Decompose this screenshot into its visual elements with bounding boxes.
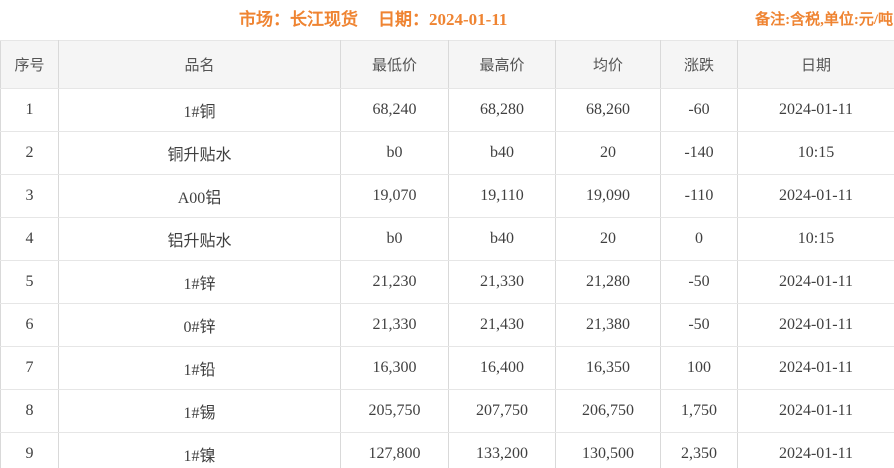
price-table: 序号 品名 最低价 最高价 均价 涨跌 日期 1 1#铜 68,240 68,2…: [0, 40, 894, 468]
cell-low-price: 127,800: [340, 432, 449, 468]
cell-change: -60: [660, 88, 738, 132]
cell-change: 1,750: [660, 389, 738, 433]
cell-date: 2024-01-11: [737, 303, 894, 347]
col-header-avg: 均价: [555, 40, 661, 89]
cell-seq: 5: [0, 260, 59, 304]
cell-low-price: b0: [340, 131, 449, 175]
cell-product-name: 1#铅: [58, 346, 341, 390]
cell-change: 2,350: [660, 432, 738, 468]
cell-low-price: 19,070: [340, 174, 449, 218]
col-header-low: 最低价: [340, 40, 449, 89]
cell-date: 10:15: [737, 131, 894, 175]
cell-high-price: 21,430: [448, 303, 556, 347]
cell-product-name: 1#锌: [58, 260, 341, 304]
table-row: 5 1#锌 21,230 21,330 21,280 -50 2024-01-1…: [0, 260, 894, 304]
cell-change: -140: [660, 131, 738, 175]
cell-avg-price: 68,260: [555, 88, 661, 132]
header-note: 备注:含税,单位:元/吨: [755, 12, 893, 28]
col-header-date: 日期: [737, 40, 894, 89]
cell-low-price: 21,230: [340, 260, 449, 304]
cell-seq: 9: [0, 432, 59, 468]
cell-change: 100: [660, 346, 738, 390]
cell-high-price: 207,750: [448, 389, 556, 433]
table-row: 7 1#铅 16,300 16,400 16,350 100 2024-01-1…: [0, 346, 894, 390]
cell-product-name: A00铝: [58, 174, 341, 218]
col-header-high: 最高价: [448, 40, 556, 89]
cell-product-name: 铜升贴水: [58, 131, 341, 175]
page-header: 市场：长江现货 日期：2024-01-11 备注:含税,单位:元/吨: [0, 0, 894, 40]
page-title: 市场：长江现货 日期：2024-01-11: [239, 0, 507, 40]
cell-date: 2024-01-11: [737, 389, 894, 433]
date-label: 日期：2024-01-11: [378, 10, 508, 29]
cell-high-price: 68,280: [448, 88, 556, 132]
table-row: 6 0#锌 21,330 21,430 21,380 -50 2024-01-1…: [0, 303, 894, 347]
cell-low-price: 21,330: [340, 303, 449, 347]
col-header-name: 品名: [58, 40, 341, 89]
cell-date: 2024-01-11: [737, 260, 894, 304]
cell-date: 10:15: [737, 217, 894, 261]
cell-product-name: 铝升贴水: [58, 217, 341, 261]
cell-seq: 6: [0, 303, 59, 347]
cell-high-price: 16,400: [448, 346, 556, 390]
cell-high-price: 19,110: [448, 174, 556, 218]
cell-seq: 1: [0, 88, 59, 132]
cell-avg-price: 20: [555, 217, 661, 261]
cell-change: 0: [660, 217, 738, 261]
table-row: 1 1#铜 68,240 68,280 68,260 -60 2024-01-1…: [0, 88, 894, 132]
cell-low-price: 68,240: [340, 88, 449, 132]
cell-product-name: 0#锌: [58, 303, 341, 347]
cell-product-name: 1#镍: [58, 432, 341, 468]
cell-change: -50: [660, 260, 738, 304]
cell-high-price: 21,330: [448, 260, 556, 304]
market-label: 市场：长江现货: [239, 10, 358, 29]
cell-date: 2024-01-11: [737, 88, 894, 132]
cell-avg-price: 19,090: [555, 174, 661, 218]
table-row: 4 铝升贴水 b0 b40 20 0 10:15: [0, 217, 894, 261]
cell-change: -50: [660, 303, 738, 347]
cell-high-price: b40: [448, 131, 556, 175]
col-header-seq: 序号: [0, 40, 59, 89]
cell-high-price: b40: [448, 217, 556, 261]
price-table-body: 1 1#铜 68,240 68,280 68,260 -60 2024-01-1…: [0, 88, 894, 468]
cell-avg-price: 16,350: [555, 346, 661, 390]
cell-seq: 8: [0, 389, 59, 433]
table-row: 2 铜升贴水 b0 b40 20 -140 10:15: [0, 131, 894, 175]
cell-high-price: 133,200: [448, 432, 556, 468]
cell-date: 2024-01-11: [737, 346, 894, 390]
cell-product-name: 1#锡: [58, 389, 341, 433]
table-row: 8 1#锡 205,750 207,750 206,750 1,750 2024…: [0, 389, 894, 433]
cell-low-price: 205,750: [340, 389, 449, 433]
cell-low-price: 16,300: [340, 346, 449, 390]
cell-avg-price: 21,280: [555, 260, 661, 304]
cell-seq: 4: [0, 217, 59, 261]
table-row: 9 1#镍 127,800 133,200 130,500 2,350 2024…: [0, 432, 894, 468]
cell-seq: 3: [0, 174, 59, 218]
cell-avg-price: 20: [555, 131, 661, 175]
table-header-row: 序号 品名 最低价 最高价 均价 涨跌 日期: [0, 40, 894, 89]
cell-date: 2024-01-11: [737, 174, 894, 218]
cell-change: -110: [660, 174, 738, 218]
cell-product-name: 1#铜: [58, 88, 341, 132]
cell-avg-price: 206,750: [555, 389, 661, 433]
cell-avg-price: 130,500: [555, 432, 661, 468]
cell-avg-price: 21,380: [555, 303, 661, 347]
cell-date: 2024-01-11: [737, 432, 894, 468]
cell-seq: 7: [0, 346, 59, 390]
cell-low-price: b0: [340, 217, 449, 261]
cell-seq: 2: [0, 131, 59, 175]
table-row: 3 A00铝 19,070 19,110 19,090 -110 2024-01…: [0, 174, 894, 218]
col-header-change: 涨跌: [660, 40, 738, 89]
